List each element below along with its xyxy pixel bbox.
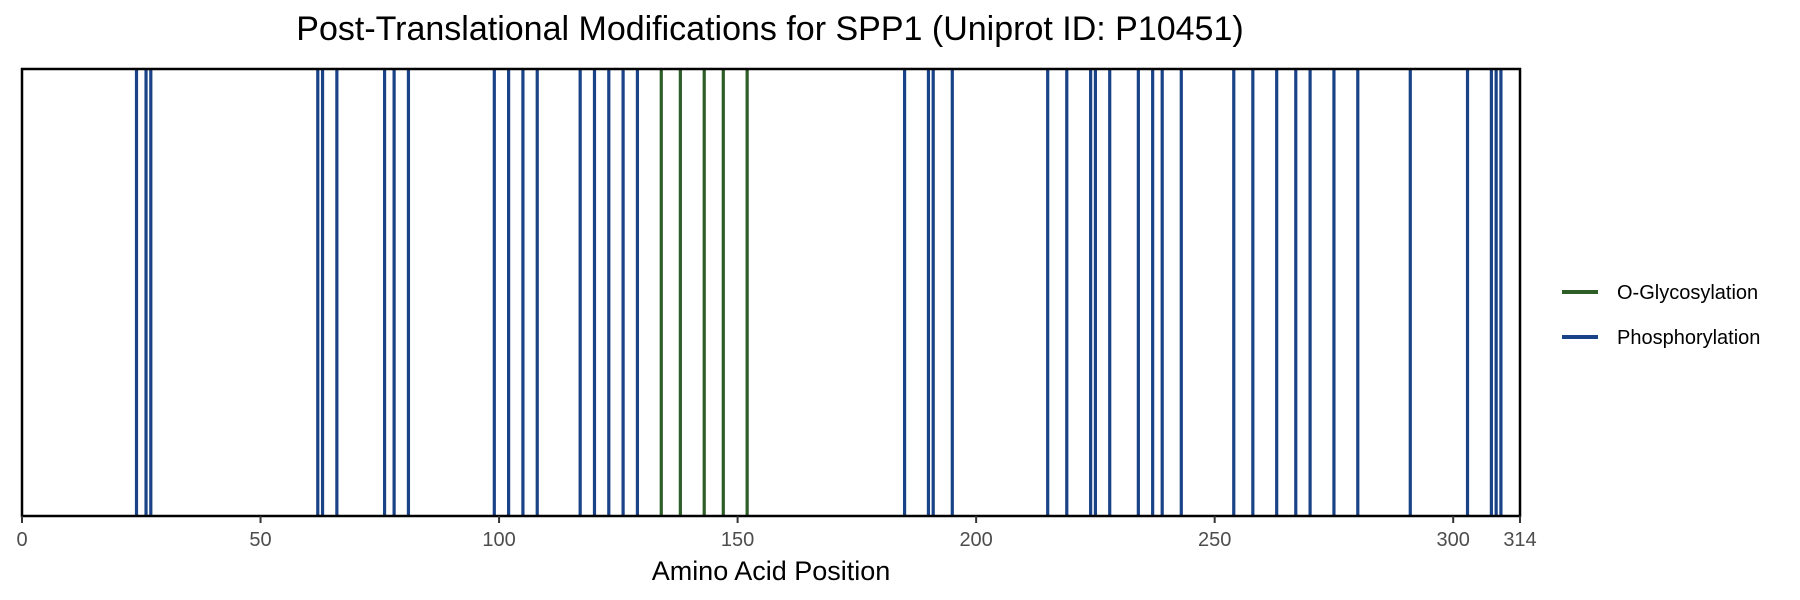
x-tick-label: 50	[249, 529, 271, 551]
x-axis: 0 50 100 150 200 250 300 314	[16, 516, 1537, 551]
x-tick-label: 200	[959, 529, 992, 551]
x-tick-label: 314	[1503, 529, 1536, 551]
plot-panel	[20, 67, 1522, 518]
legend: O-Glycosylation Phosphorylation	[1562, 282, 1760, 349]
x-tick-label: 250	[1198, 529, 1231, 551]
legend-label: O-Glycosylation	[1617, 282, 1758, 304]
ptm-lines	[134, 69, 1503, 516]
x-tick-label: 100	[482, 529, 515, 551]
x-tick-label: 150	[721, 529, 754, 551]
x-tick-label: 0	[16, 529, 27, 551]
legend-label: Phosphorylation	[1617, 327, 1760, 349]
x-axis-title: Amino Acid Position	[652, 556, 891, 586]
x-tick-label: 300	[1437, 529, 1470, 551]
chart-title: Post-Translational Modifications for SPP…	[296, 10, 1243, 48]
